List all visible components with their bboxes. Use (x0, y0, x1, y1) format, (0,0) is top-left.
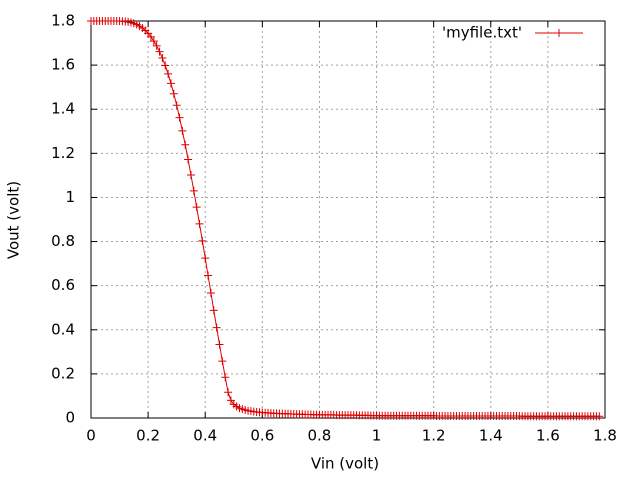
data-point (172, 101, 181, 110)
x-tick-label: 1 (372, 427, 382, 445)
data-point (224, 388, 233, 397)
x-axis-label: Vin (volt) (311, 455, 379, 473)
x-tick-label: 0.8 (308, 427, 332, 445)
x-tick-label: 0 (86, 427, 96, 445)
data-point (184, 155, 193, 164)
data-point (195, 219, 204, 228)
legend-label: 'myfile.txt' (442, 24, 522, 42)
data-point (204, 271, 213, 280)
data-point (206, 288, 215, 297)
y-tick-label: 1.6 (51, 56, 75, 74)
data-point (201, 254, 210, 263)
x-tick-label: 1.8 (593, 427, 617, 445)
y-tick-label: 0.2 (51, 364, 75, 382)
y-tick-label: 1.2 (51, 144, 75, 162)
data-point (215, 340, 224, 349)
data-point (175, 113, 184, 122)
x-tick-label: 0.2 (136, 427, 160, 445)
data-point (181, 140, 190, 149)
data-point (152, 41, 161, 50)
data-point (186, 170, 195, 179)
x-tick-label: 1.6 (536, 427, 560, 445)
x-tick-label: 1.4 (479, 427, 503, 445)
data-point (221, 373, 230, 382)
y-tick-label: 1 (65, 188, 75, 206)
legend-marker (555, 29, 563, 37)
data-point (149, 37, 158, 46)
data-point (189, 186, 198, 195)
data-point (192, 203, 201, 212)
y-axis-label: Vout (volt) (5, 181, 23, 259)
y-tick-label: 0.4 (51, 320, 75, 338)
data-point (218, 357, 227, 366)
y-tick-label: 0 (65, 409, 75, 427)
data-point (595, 412, 604, 421)
data-point (155, 47, 164, 56)
data-point (158, 54, 167, 63)
data-point (161, 61, 170, 70)
x-tick-label: 0.6 (250, 427, 274, 445)
data-point (198, 236, 207, 245)
x-tick-label: 1.2 (422, 427, 446, 445)
x-tick-label: 0.4 (193, 427, 217, 445)
data-point (212, 323, 221, 332)
y-tick-label: 0.8 (51, 232, 75, 250)
y-tick-label: 1.4 (51, 100, 75, 118)
data-point (166, 79, 175, 88)
data-point (169, 89, 178, 98)
data-point (146, 32, 155, 41)
data-point (164, 69, 173, 78)
data-point (178, 126, 187, 135)
y-tick-label: 1.8 (51, 12, 75, 30)
y-tick-label: 0.6 (51, 276, 75, 294)
data-point (209, 306, 218, 315)
